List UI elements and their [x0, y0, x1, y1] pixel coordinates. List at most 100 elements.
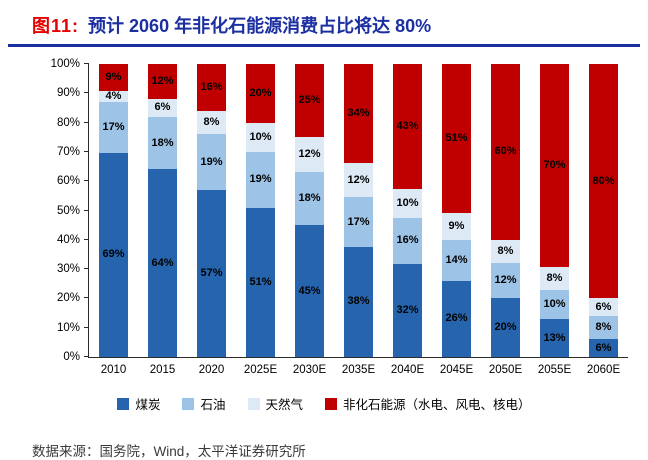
- bar-segment-label: 57%: [200, 267, 223, 279]
- bar-segment-coal: 32%: [392, 264, 423, 357]
- bar-segment-label: 32%: [396, 304, 419, 317]
- bar-segment-label: 51%: [249, 275, 272, 288]
- bar-segment-label: 26%: [445, 312, 468, 325]
- bar-segment-gas: 12%: [343, 162, 374, 198]
- bar-segment-oil: 10%: [539, 290, 570, 320]
- bar-segment-oil: 12%: [490, 263, 521, 299]
- legend-label: 煤炭: [135, 398, 161, 412]
- y-tick-mark: [84, 209, 89, 211]
- y-tick-mark: [84, 92, 89, 94]
- bar-segment-nonfossil: 9%: [98, 64, 129, 91]
- bar-segment-label: 64%: [151, 256, 174, 269]
- x-tick-label: 2020: [198, 364, 225, 376]
- x-tick-label: 2035E: [341, 364, 376, 376]
- bar-segment-label: 16%: [200, 80, 223, 93]
- bar-segment-coal: 20%: [490, 298, 521, 357]
- figure-header: 图11: 预计 2060 年非化石能源消费占比将达 80%: [32, 12, 640, 38]
- bar-segment-nonfossil: 34%: [343, 64, 374, 163]
- bar-segment-coal: 26%: [441, 280, 472, 357]
- x-tick-label: 2055E: [537, 364, 572, 376]
- bar-segment-label: 25%: [298, 94, 321, 107]
- data-source: 数据来源：国务院，Wind，太平洋证券研究所: [32, 444, 306, 459]
- bar-column: 32% 16% 10% 43%: [383, 64, 432, 357]
- legend-label: 天然气: [265, 398, 304, 412]
- bar-segment-nonfossil: 80%: [588, 64, 619, 299]
- legend-item-gas: 天然气: [247, 394, 304, 413]
- x-tick-label: 2025E: [243, 364, 278, 376]
- x-tick-label: 2050E: [488, 364, 523, 376]
- legend-item-nonfossil: 非化石能源（水电、风电、核电）: [325, 394, 531, 413]
- bar-segment-coal: 51%: [245, 207, 276, 357]
- figure-title: 预计 2060 年非化石能源消费占比将达 80%: [88, 16, 432, 36]
- bar-segment-nonfossil: 12%: [147, 64, 178, 100]
- bar-segment-label: 8%: [203, 116, 220, 129]
- stacked-bar-2055E: 13% 10% 8% 70%: [539, 64, 570, 357]
- bar-segment-coal: 64%: [147, 169, 178, 357]
- y-tick-label: 80%: [56, 116, 80, 129]
- legend-swatch-coal: [117, 397, 130, 410]
- bar-segment-label: 45%: [298, 284, 321, 297]
- bar-segment-oil: 8%: [588, 315, 619, 340]
- y-tick-mark: [84, 150, 89, 152]
- x-tick-label: 2045E: [439, 364, 474, 376]
- bar-segment-coal: 13%: [539, 319, 570, 357]
- legend-swatch-oil: [182, 397, 195, 410]
- chart-legend: 煤炭 石油 天然气 非化石能源（水电、风电、核电）: [0, 394, 648, 413]
- y-tick-label: 60%: [56, 175, 80, 188]
- bar-segment-oil: 18%: [294, 172, 325, 226]
- bar-segment-label: 9%: [105, 70, 122, 83]
- bar-segment-label: 70%: [543, 159, 566, 172]
- bar-segment-nonfossil: 70%: [539, 64, 570, 268]
- bar-segment-gas: 10%: [392, 188, 423, 218]
- bar-segment-label: 18%: [298, 192, 321, 205]
- bar-segment-label: 9%: [448, 220, 465, 233]
- bar-segment-label: 14%: [445, 253, 468, 266]
- y-tick-label: 0%: [63, 351, 80, 363]
- bar-segment-label: 34%: [347, 106, 370, 119]
- bar-column: 20% 12% 8% 60%: [481, 64, 530, 357]
- bar-column: 51% 19% 10% 20%: [236, 64, 285, 357]
- bar-column: 64% 18% 6% 12%: [138, 64, 187, 357]
- legend-item-oil: 石油: [182, 394, 226, 413]
- bar-segment-oil: 14%: [441, 239, 472, 281]
- y-tick-label: 10%: [56, 321, 80, 334]
- x-axis-labels: 2010 2015 2020 2025E 2030E 2035E 2040E 2045E 205…: [89, 357, 628, 376]
- bar-segment-label: 6%: [595, 300, 612, 313]
- bar-segment-label: 19%: [249, 173, 272, 186]
- y-tick-label: 20%: [56, 292, 80, 305]
- x-tick-label: 2060E: [586, 364, 621, 376]
- bar-segment-label: 51%: [445, 132, 468, 145]
- bar-segment-oil: 17%: [98, 102, 129, 153]
- bar-segment-coal: 6%: [588, 339, 619, 357]
- bar-segment-label: 6%: [154, 101, 171, 114]
- bar-segment-gas: 6%: [147, 99, 178, 117]
- bar-column: 6% 8% 6% 80%: [579, 64, 628, 357]
- legend-item-coal: 煤炭: [117, 394, 160, 413]
- bar-segment-coal: 57%: [196, 190, 227, 357]
- bar-segment-oil: 16%: [392, 217, 423, 265]
- figure-number: 图11:: [32, 16, 80, 36]
- bar-column: 38% 17% 12% 34%: [334, 64, 383, 357]
- bar-segment-label: 10%: [396, 196, 419, 209]
- bar-segment-label: 17%: [347, 215, 370, 228]
- bar-segment-gas: 12%: [294, 137, 325, 173]
- x-tick-label: 2030E: [292, 364, 327, 376]
- bar-segment-label: 60%: [494, 145, 517, 158]
- title-underline: [8, 44, 640, 47]
- y-tick-mark: [84, 297, 89, 299]
- bar-segment-gas: 8%: [539, 267, 570, 291]
- bar-segment-nonfossil: 43%: [392, 64, 423, 189]
- stacked-bar-2030E: 45% 18% 12% 25%: [294, 64, 325, 357]
- bar-segment-coal: 45%: [294, 225, 325, 357]
- stacked-bar-2015: 64% 18% 6% 12%: [147, 64, 178, 357]
- bar-segment-label: 20%: [494, 321, 517, 334]
- y-tick-mark: [84, 238, 89, 240]
- bar-segment-gas: 8%: [196, 110, 227, 135]
- legend-swatch-nonfossil: [325, 397, 338, 410]
- bar-segment-label: 8%: [497, 245, 514, 258]
- bar-segment-label: 17%: [102, 121, 125, 134]
- bar-segment-label: 10%: [543, 298, 566, 311]
- bar-segment-oil: 17%: [343, 197, 374, 247]
- bar-segment-gas: 10%: [245, 122, 276, 152]
- bar-segment-label: 16%: [396, 234, 419, 247]
